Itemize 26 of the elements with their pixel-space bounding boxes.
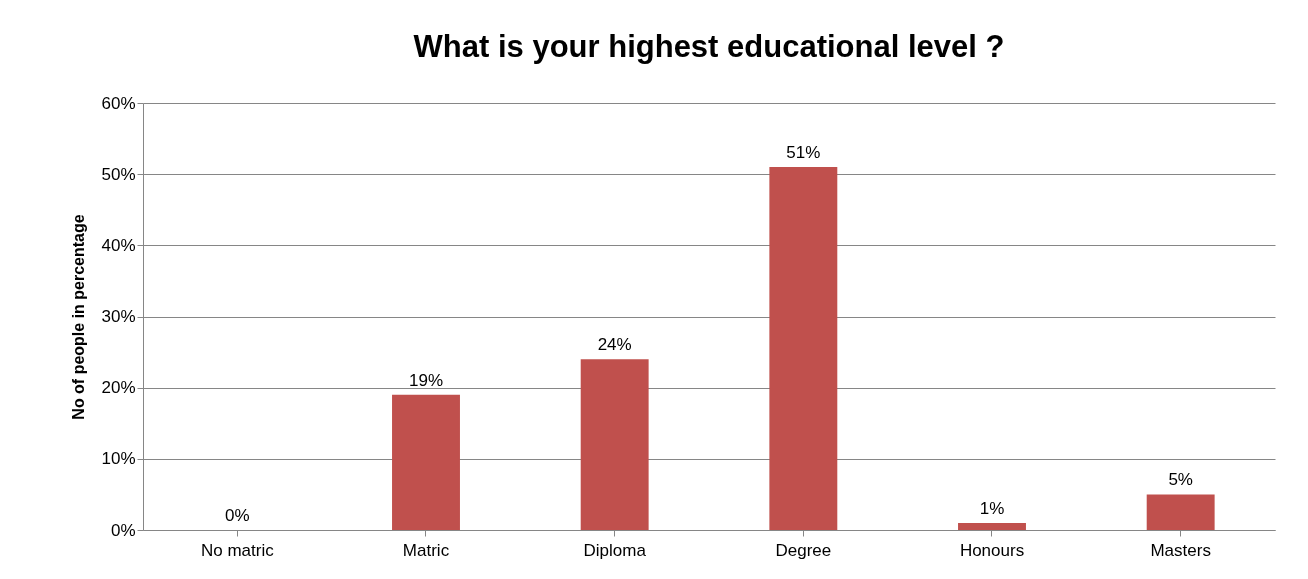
x-tick-label: Diploma: [583, 540, 647, 560]
bar: [1146, 494, 1215, 530]
bar: [392, 394, 460, 530]
bar: [769, 167, 838, 530]
x-tick-label: No matric: [200, 540, 275, 560]
y-tick-label: 60%: [101, 93, 136, 113]
bar: [580, 359, 649, 530]
x-tick-label: Honours: [959, 540, 1025, 560]
y-tick-label: 30%: [101, 307, 136, 326]
y-axis-title: No of people in percentage: [70, 214, 88, 420]
data-label: 19%: [408, 370, 444, 390]
y-tick-label: 0%: [110, 520, 136, 540]
y-tick-label: 10%: [101, 449, 136, 469]
y-tick-label: 20%: [101, 378, 136, 398]
bar: [958, 522, 1026, 530]
chart-title: What is your highest educational level ?: [413, 29, 1005, 64]
data-label: 51%: [786, 143, 821, 163]
y-tick-label: 40%: [101, 235, 136, 255]
data-label: 24%: [597, 335, 632, 355]
data-label: 1%: [979, 498, 1005, 518]
x-tick-label: Degree: [775, 540, 832, 560]
data-label: 0%: [225, 506, 250, 525]
x-tick-label: Masters: [1150, 540, 1211, 560]
data-label: 5%: [1168, 470, 1193, 490]
x-tick-label: Matric: [402, 540, 450, 560]
y-tick-label: 50%: [101, 164, 136, 184]
